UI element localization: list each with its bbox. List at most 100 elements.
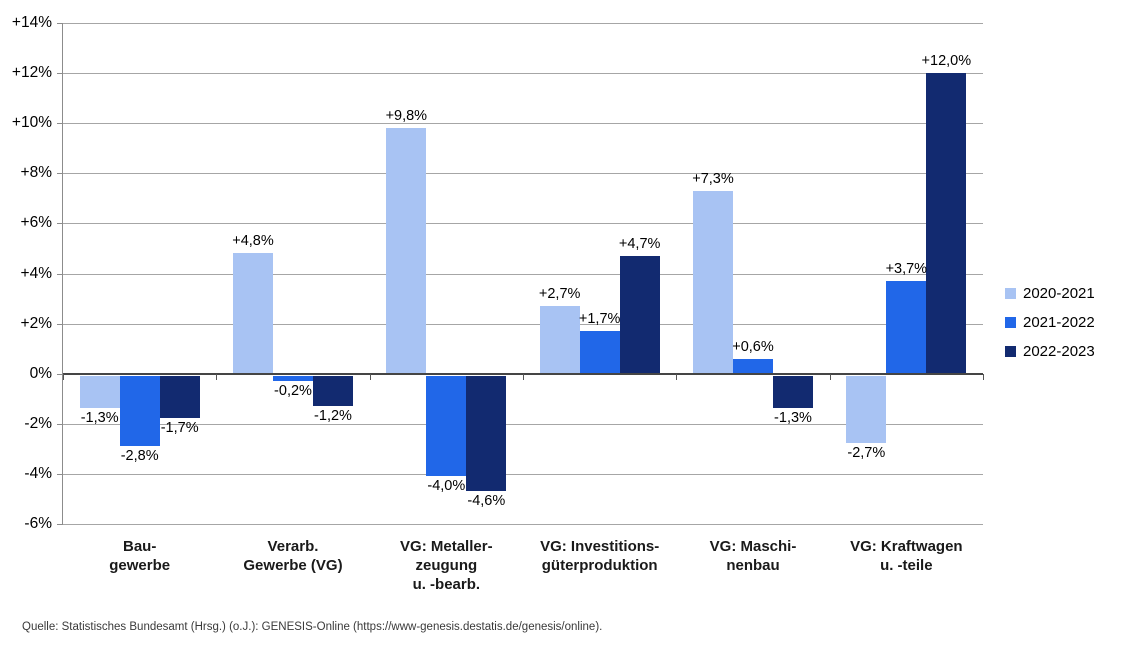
legend-swatch-icon	[1005, 316, 1016, 328]
gridline	[63, 223, 983, 225]
bar-value-label: +3,7%	[885, 261, 928, 277]
bar-value-label: +0,6%	[732, 338, 774, 355]
bar-value-label: +1,7%	[578, 311, 621, 328]
x-axis-tick	[983, 373, 984, 380]
x-axis-tick	[829, 373, 831, 380]
bar-2021-2022-3	[426, 375, 467, 476]
category-label-line: Gewerbe (VG)	[243, 557, 343, 574]
legend-item-2020-2021: 2020-2021	[1005, 283, 1095, 303]
category-label: VG: Investitions-güterproduktion	[523, 537, 676, 575]
y-axis-tick	[57, 473, 63, 475]
y-axis-tick	[57, 223, 63, 225]
category-label-line: güterproduktion	[541, 557, 658, 574]
y-axis-tick-label: +8%	[20, 164, 52, 182]
y-axis-tick-label: -4%	[24, 464, 52, 482]
y-axis-tick-label: +4%	[20, 264, 52, 282]
y-axis-tick	[57, 73, 63, 75]
y-axis-tick	[57, 173, 63, 175]
category-label: VG: Metaller-zeugung u. -bearb.	[370, 537, 523, 594]
x-axis-tick	[676, 373, 678, 380]
bar-2020-2021-3	[386, 128, 427, 374]
bar-2020-2021-1	[79, 375, 120, 409]
bar-2021-2022-1	[119, 375, 160, 446]
legend-swatch-icon	[1005, 287, 1016, 299]
bar-value-label: +9,8%	[385, 108, 428, 125]
category-label: Verarb. Gewerbe (VG)	[216, 537, 369, 575]
y-axis-tick	[57, 323, 63, 325]
bar-value-label: -1,7%	[160, 420, 199, 437]
bar-value-label: -4,6%	[467, 492, 506, 509]
category-label-line: u. -teile	[880, 557, 933, 574]
y-axis-tick	[57, 373, 63, 375]
bar-value-label: -1,3%	[774, 410, 812, 427]
bar-2021-2022-5	[733, 358, 773, 374]
x-axis-tick	[369, 373, 371, 380]
bar-value-label: -1,3%	[80, 410, 119, 427]
bar-value-label: -2,8%	[120, 447, 159, 464]
gridline	[63, 23, 983, 24]
x-axis-tick	[523, 373, 524, 380]
bar-value-label: -0,2%	[274, 382, 312, 399]
category-label: Bau-gewerbe	[63, 537, 216, 575]
y-axis-tick-label: -2%	[24, 414, 52, 432]
bar-value-label: +7,3%	[692, 170, 734, 187]
category-label-line: VG: Maschi-	[709, 538, 797, 555]
gridline	[63, 273, 983, 275]
legend-label: 2021-2022	[1023, 313, 1095, 331]
legend-label: 2022-2023	[1023, 342, 1095, 360]
bar-2022-2023-6	[926, 73, 967, 374]
category-label-line: u. -bearb.	[412, 576, 481, 593]
legend-label: 2020-2021	[1023, 284, 1095, 302]
category-label-line: nenbau	[726, 557, 780, 574]
bar-2020-2021-5	[693, 190, 733, 374]
y-axis-tick-label: +10%	[11, 114, 52, 132]
category-label-line: VG: Investitions-	[540, 538, 660, 555]
category-label: VG: Kraftwagen u. -teile	[830, 537, 983, 575]
bar-value-label: -1,2%	[314, 407, 352, 424]
bar-value-label: -2,7%	[847, 445, 886, 462]
source-note: Quelle: Statistisches Bundesamt (Hrsg.) …	[22, 621, 603, 633]
gridline	[63, 123, 983, 125]
y-axis-tick-label: +12%	[11, 64, 52, 82]
y-axis-tick	[57, 524, 63, 525]
y-axis-tick	[57, 123, 63, 125]
gridline	[63, 323, 983, 325]
bar-2020-2021-4	[539, 306, 580, 374]
bar-2020-2021-2	[233, 253, 273, 374]
bar-value-label: -4,0%	[427, 477, 466, 494]
bar-2022-2023-3	[466, 375, 507, 491]
bar-2021-2022-6	[886, 281, 927, 374]
category-label-line: VG: Kraftwagen	[850, 538, 963, 555]
bar-2022-2023-5	[773, 375, 813, 409]
x-axis-tick	[216, 373, 218, 380]
bar-2021-2022-2	[273, 375, 313, 381]
legend-item-2022-2023: 2022-2023	[1005, 341, 1095, 361]
legend-swatch-icon	[1005, 345, 1016, 357]
category-label-line: Verarb.	[267, 538, 319, 555]
y-axis-tick-label: +2%	[20, 314, 52, 332]
y-axis-tick	[57, 23, 63, 24]
bar-2020-2021-6	[846, 375, 887, 444]
legend: 2020-2021 2021-2022 2022-2023	[1005, 283, 1095, 370]
bar-2022-2023-2	[313, 375, 353, 406]
bar-value-label: +4,8%	[232, 233, 274, 250]
legend-item-2021-2022: 2021-2022	[1005, 312, 1095, 332]
gridline	[63, 173, 983, 175]
y-axis-tick-label: -6%	[24, 515, 52, 532]
x-axis-tick	[63, 373, 64, 380]
gridline	[63, 73, 983, 75]
bar-2022-2023-4	[619, 255, 660, 374]
category-label-line: Bau-	[122, 538, 157, 555]
bar-2021-2022-4	[579, 331, 620, 374]
y-axis-tick	[57, 273, 63, 275]
category-label-line: gewerbe	[109, 557, 171, 574]
y-axis-tick-label: 0%	[29, 364, 52, 382]
category-label-line: VG: Metaller-	[400, 538, 493, 555]
gridline	[63, 524, 983, 525]
category-label: VG: Maschi-nenbau	[676, 537, 829, 575]
bar-value-label: +4,7%	[618, 235, 661, 252]
y-axis-tick-label: +14%	[11, 14, 52, 31]
gridline	[63, 473, 983, 475]
plot-area: -1,3% +4,8% +9,8% +2,7% +7,3% -2,7% -2,8% -0,2%…	[63, 23, 984, 525]
